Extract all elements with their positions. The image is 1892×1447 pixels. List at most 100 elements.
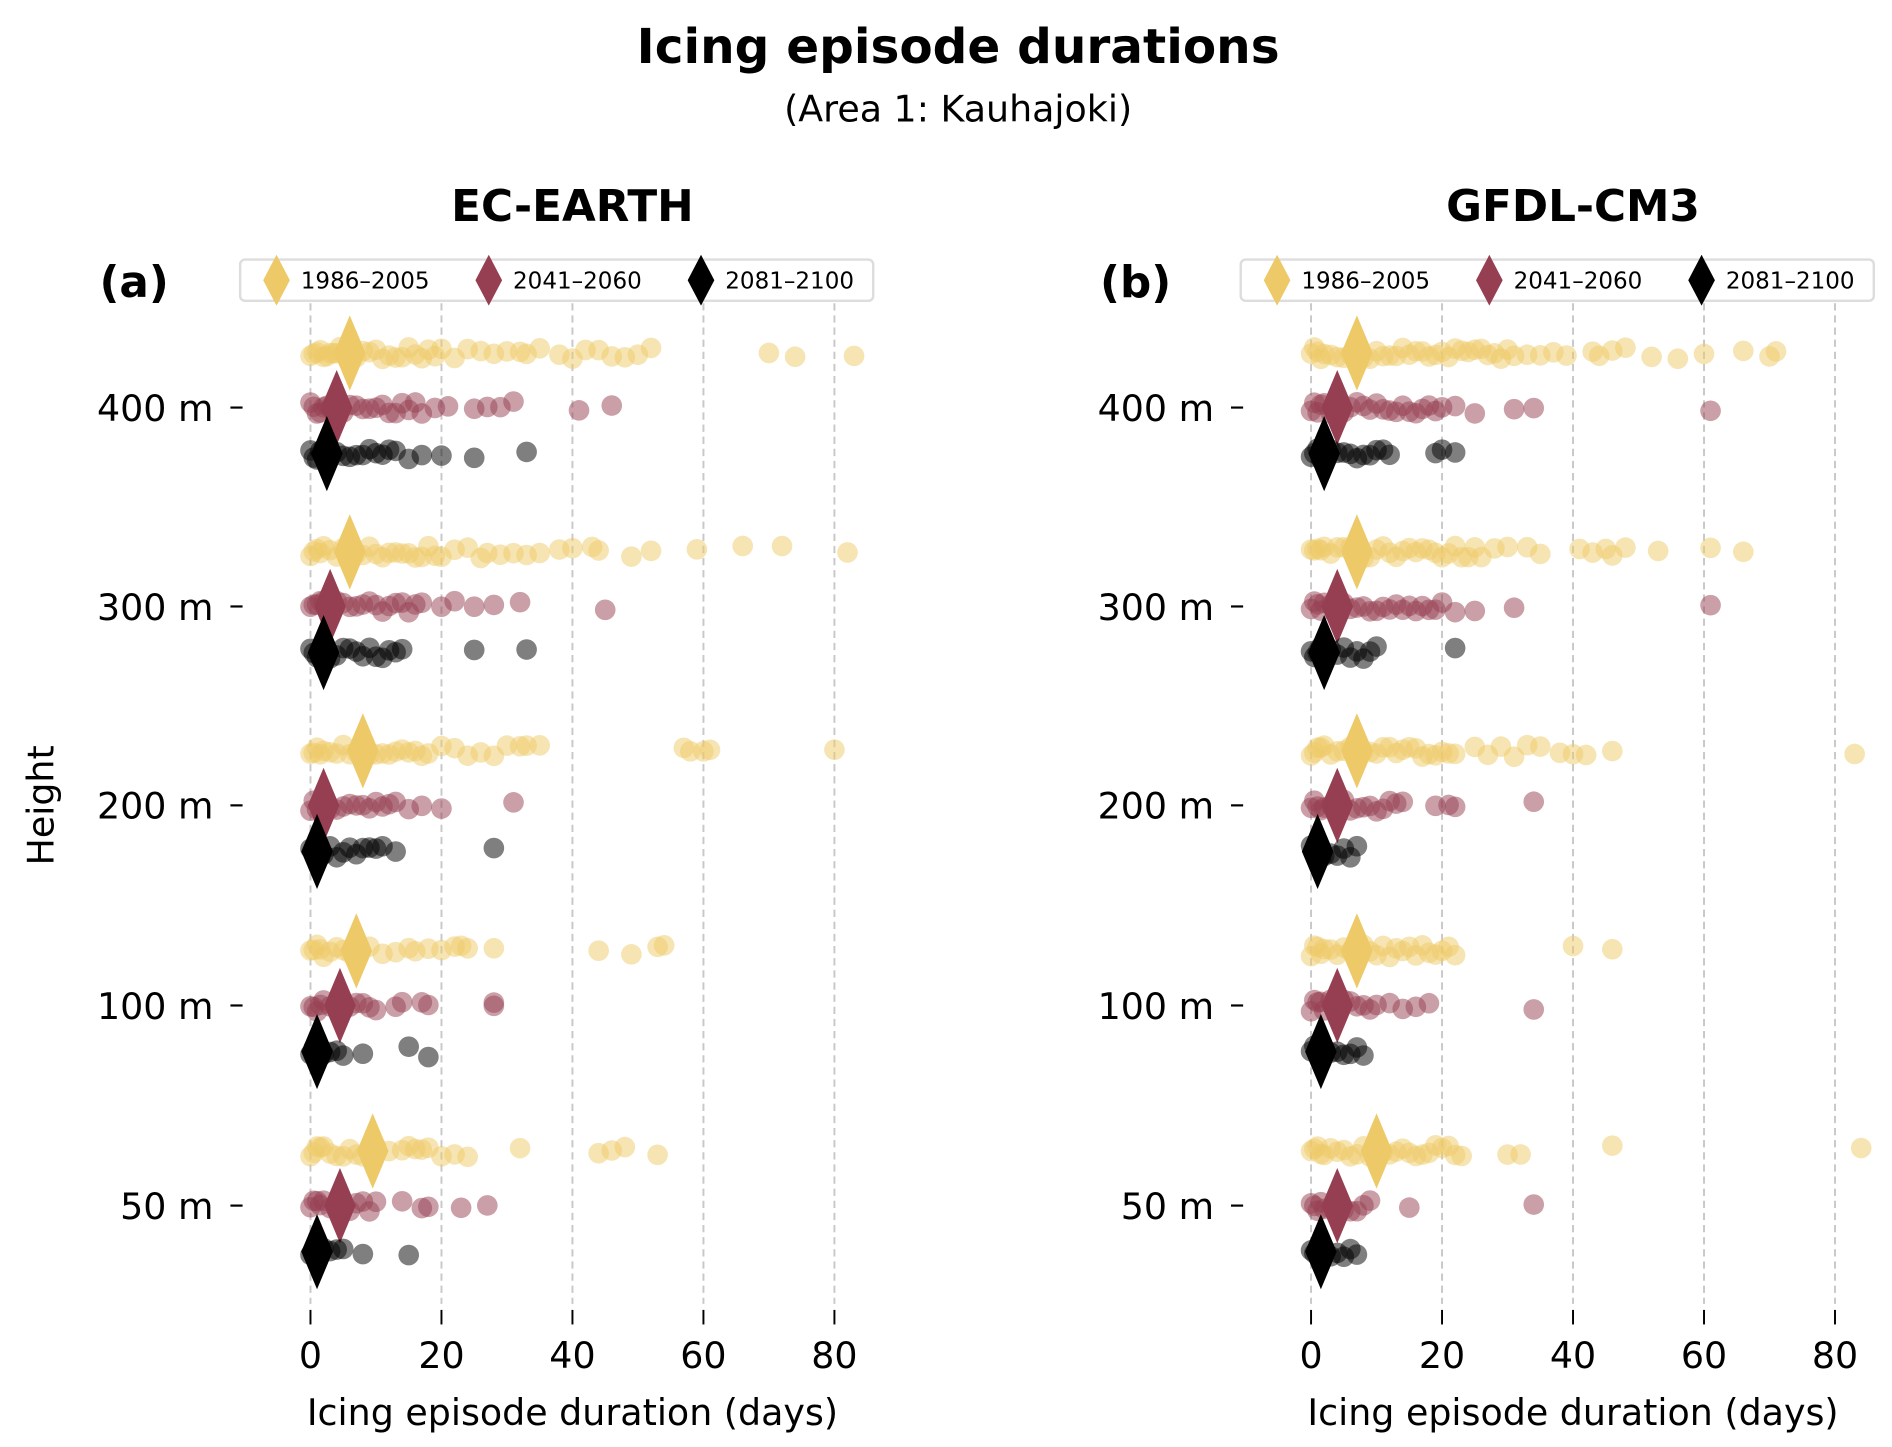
median-diamond bbox=[301, 1214, 333, 1290]
legend-label: 2081–2100 bbox=[725, 269, 854, 295]
data-point bbox=[529, 735, 551, 756]
median-diamond bbox=[334, 514, 366, 590]
data-point bbox=[483, 992, 505, 1013]
data-point bbox=[1451, 1145, 1473, 1167]
data-point bbox=[1398, 1197, 1420, 1218]
data-point bbox=[732, 535, 754, 557]
data-point bbox=[1444, 944, 1466, 966]
median-diamond bbox=[307, 614, 340, 691]
data-point bbox=[509, 591, 531, 613]
data-point bbox=[483, 837, 505, 859]
legend-diamond-icon bbox=[1263, 254, 1291, 306]
data-point bbox=[640, 540, 662, 562]
legend-label: 2041–2060 bbox=[513, 269, 642, 295]
data-point bbox=[516, 441, 537, 463]
data-point bbox=[516, 639, 537, 660]
x-tick-label: 40 bbox=[549, 1334, 595, 1377]
y-tick-label: 100 m bbox=[1098, 985, 1214, 1028]
figure-title: Icing episode durations bbox=[637, 19, 1280, 75]
data-point bbox=[1700, 400, 1721, 422]
data-point bbox=[1523, 999, 1545, 1020]
data-point bbox=[431, 798, 452, 819]
data-point bbox=[503, 391, 524, 412]
x-tick-label: 80 bbox=[811, 1334, 857, 1377]
data-point bbox=[1693, 343, 1715, 365]
data-point bbox=[614, 1136, 636, 1158]
data-point bbox=[529, 542, 551, 564]
data-point bbox=[1346, 835, 1368, 857]
data-point bbox=[1503, 398, 1525, 420]
data-point bbox=[463, 596, 485, 617]
data-point bbox=[837, 542, 858, 563]
data-point bbox=[411, 444, 433, 466]
data-point bbox=[686, 538, 708, 560]
legend-diamond-icon bbox=[1476, 254, 1503, 306]
data-point bbox=[1444, 796, 1466, 818]
x-axis-label: Icing episode duration (days) bbox=[307, 1391, 838, 1434]
data-point bbox=[1444, 601, 1466, 623]
data-point bbox=[391, 991, 413, 1013]
data-point bbox=[1523, 1194, 1545, 1215]
data-point bbox=[483, 937, 505, 959]
data-point bbox=[483, 594, 505, 616]
data-point bbox=[391, 638, 413, 660]
figure-subtitle: (Area 1: Kauhajoki) bbox=[784, 87, 1132, 130]
panel-title: GFDL-CM3 bbox=[1446, 181, 1700, 232]
data-point bbox=[1615, 537, 1636, 558]
data-point bbox=[562, 537, 583, 559]
data-point bbox=[365, 1191, 387, 1213]
data-point bbox=[1602, 1135, 1623, 1156]
data-point bbox=[1529, 543, 1551, 565]
data-point bbox=[771, 535, 793, 557]
data-point bbox=[1497, 536, 1518, 558]
median-diamond bbox=[1308, 614, 1340, 691]
data-point bbox=[1850, 1137, 1872, 1159]
data-point bbox=[332, 1045, 354, 1066]
data-point bbox=[1556, 345, 1577, 366]
data-point bbox=[568, 400, 590, 421]
data-point bbox=[1641, 346, 1662, 368]
data-point bbox=[365, 999, 387, 1021]
data-point bbox=[1464, 600, 1486, 622]
data-point bbox=[1602, 938, 1623, 960]
data-point bbox=[1700, 537, 1721, 559]
data-point bbox=[1615, 337, 1636, 358]
data-point bbox=[1562, 935, 1584, 957]
data-point bbox=[1353, 1045, 1374, 1066]
y-tick-label: 100 m bbox=[97, 985, 213, 1028]
x-tick-label: 60 bbox=[680, 1334, 726, 1377]
panel-label: (b) bbox=[1100, 257, 1171, 308]
data-point bbox=[529, 337, 551, 359]
median-diamond bbox=[1341, 514, 1373, 590]
data-point bbox=[457, 937, 478, 959]
median-diamond bbox=[301, 1013, 333, 1090]
data-point bbox=[1503, 597, 1525, 619]
x-tick-label: 20 bbox=[1419, 1334, 1465, 1377]
data-point bbox=[1765, 341, 1787, 362]
data-point bbox=[503, 792, 524, 813]
data-point bbox=[588, 940, 609, 962]
data-point bbox=[1523, 397, 1545, 419]
legend-box bbox=[238, 258, 875, 303]
data-point bbox=[594, 599, 616, 621]
data-point bbox=[411, 795, 433, 817]
data-point bbox=[1444, 637, 1466, 659]
data-point bbox=[463, 639, 485, 661]
data-point bbox=[1602, 740, 1623, 762]
data-point bbox=[843, 345, 865, 367]
data-point bbox=[1444, 743, 1466, 765]
y-tick-label: 50 m bbox=[120, 1185, 213, 1228]
data-point bbox=[653, 935, 675, 956]
data-point bbox=[391, 1190, 413, 1212]
data-point bbox=[1379, 444, 1400, 466]
data-point bbox=[1510, 1144, 1531, 1165]
median-diamond bbox=[1305, 1013, 1337, 1090]
panel-label: (a) bbox=[99, 257, 168, 308]
x-tick-label: 0 bbox=[299, 1334, 322, 1377]
legend-label: 1986–2005 bbox=[1301, 269, 1430, 295]
y-tick-label: 50 m bbox=[1121, 1185, 1214, 1228]
median-diamond bbox=[1341, 913, 1373, 989]
x-axis-label: Icing episode duration (days) bbox=[1307, 1391, 1838, 1434]
y-tick-label: 400 m bbox=[97, 387, 213, 430]
median-diamond bbox=[347, 713, 379, 789]
